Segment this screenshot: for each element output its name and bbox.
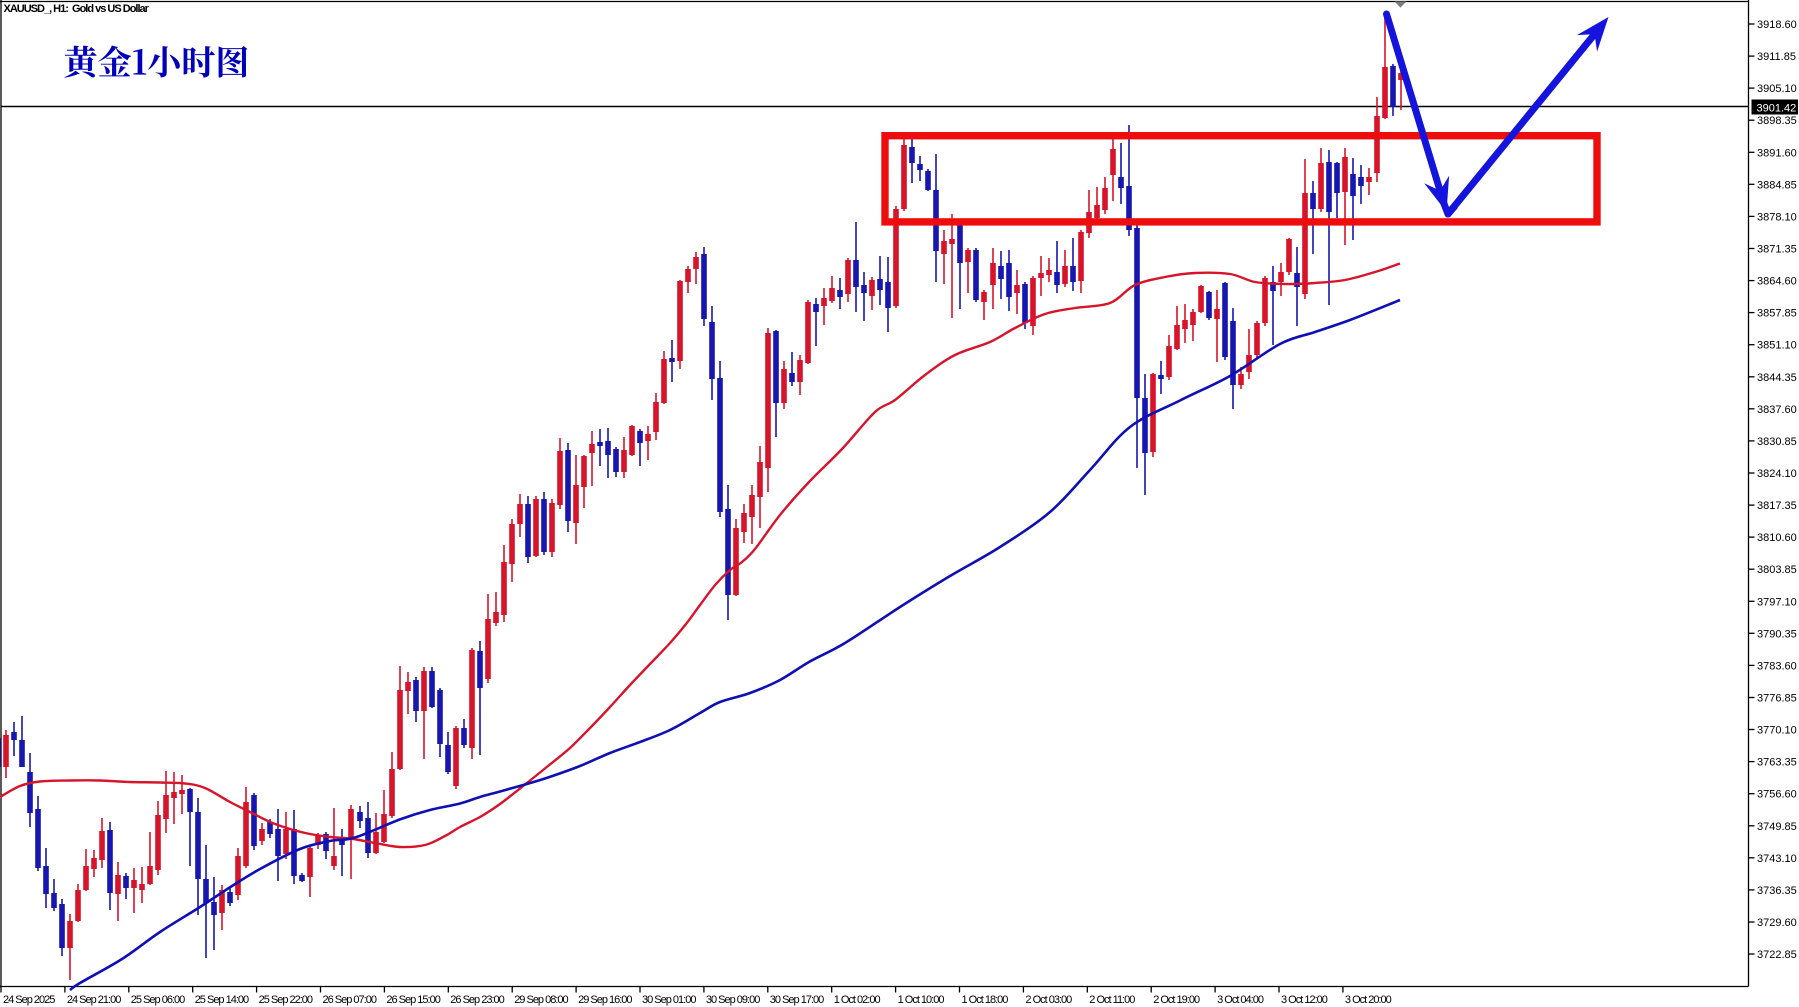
svg-text:1 Oct 18:00: 1 Oct 18:00 bbox=[962, 994, 1009, 1006]
svg-text:3729.60: 3729.60 bbox=[1757, 917, 1797, 929]
svg-text:3878.10: 3878.10 bbox=[1757, 211, 1797, 223]
svg-text:3749.85: 3749.85 bbox=[1757, 821, 1797, 833]
svg-text:3776.85: 3776.85 bbox=[1757, 693, 1797, 705]
svg-text:1 Oct 02:00: 1 Oct 02:00 bbox=[834, 994, 881, 1006]
svg-text:29 Sep 08:00: 29 Sep 08:00 bbox=[514, 994, 568, 1006]
svg-text:3898.35: 3898.35 bbox=[1757, 115, 1797, 127]
svg-text:25 Sep 14:00: 25 Sep 14:00 bbox=[195, 994, 249, 1006]
svg-text:3905.10: 3905.10 bbox=[1757, 83, 1797, 95]
svg-text:3 Oct 20:00: 3 Oct 20:00 bbox=[1345, 994, 1392, 1006]
svg-text:29 Sep 16:00: 29 Sep 16:00 bbox=[578, 994, 632, 1006]
svg-text:2 Oct 03:00: 2 Oct 03:00 bbox=[1025, 994, 1072, 1006]
svg-text:2 Oct 11:00: 2 Oct 11:00 bbox=[1089, 994, 1135, 1006]
svg-text:2 Oct 19:00: 2 Oct 19:00 bbox=[1153, 994, 1200, 1006]
svg-text:3783.60: 3783.60 bbox=[1757, 660, 1797, 672]
svg-text:3790.35: 3790.35 bbox=[1757, 628, 1797, 640]
svg-text:3736.35: 3736.35 bbox=[1757, 885, 1797, 897]
svg-text:25 Sep 22:00: 25 Sep 22:00 bbox=[259, 994, 313, 1006]
svg-text:24 Sep 2025: 24 Sep 2025 bbox=[3, 994, 55, 1006]
svg-text:3864.60: 3864.60 bbox=[1757, 276, 1797, 288]
svg-text:3891.60: 3891.60 bbox=[1757, 147, 1797, 159]
svg-text:26 Sep 15:00: 26 Sep 15:00 bbox=[386, 994, 440, 1006]
svg-text:3918.60: 3918.60 bbox=[1757, 19, 1797, 31]
svg-text:30 Sep 09:00: 30 Sep 09:00 bbox=[706, 994, 760, 1006]
svg-text:3844.35: 3844.35 bbox=[1757, 372, 1797, 384]
svg-text:3 Oct 04:00: 3 Oct 04:00 bbox=[1217, 994, 1264, 1006]
svg-text:3824.10: 3824.10 bbox=[1757, 468, 1797, 480]
svg-text:XAUUSD_, H1: Gold vs US Dolla: XAUUSD_, H1: Gold vs US Dollar bbox=[4, 3, 150, 15]
svg-text:25 Sep 06:00: 25 Sep 06:00 bbox=[131, 994, 185, 1006]
svg-text:3 Oct 12:00: 3 Oct 12:00 bbox=[1281, 994, 1328, 1006]
svg-text:3911.85: 3911.85 bbox=[1757, 51, 1796, 63]
svg-text:24 Sep 21:00: 24 Sep 21:00 bbox=[67, 994, 121, 1006]
svg-text:3763.35: 3763.35 bbox=[1757, 757, 1797, 769]
svg-text:30 Sep 17:00: 30 Sep 17:00 bbox=[770, 994, 824, 1006]
svg-text:3857.85: 3857.85 bbox=[1757, 308, 1797, 320]
svg-text:3756.60: 3756.60 bbox=[1757, 789, 1797, 801]
svg-text:3722.85: 3722.85 bbox=[1757, 949, 1797, 961]
svg-text:3743.10: 3743.10 bbox=[1757, 853, 1797, 865]
svg-text:3797.10: 3797.10 bbox=[1757, 596, 1797, 608]
svg-text:3871.35: 3871.35 bbox=[1757, 244, 1797, 256]
svg-text:3837.60: 3837.60 bbox=[1757, 404, 1797, 416]
svg-text:3830.85: 3830.85 bbox=[1757, 436, 1797, 448]
svg-text:3901.42: 3901.42 bbox=[1757, 103, 1797, 115]
svg-text:30 Sep 01:00: 30 Sep 01:00 bbox=[642, 994, 696, 1006]
svg-text:26 Sep 07:00: 26 Sep 07:00 bbox=[323, 994, 377, 1006]
svg-text:3851.10: 3851.10 bbox=[1757, 340, 1797, 352]
svg-text:3803.85: 3803.85 bbox=[1757, 564, 1797, 576]
svg-text:3884.85: 3884.85 bbox=[1757, 179, 1797, 191]
svg-text:3770.10: 3770.10 bbox=[1757, 725, 1797, 737]
svg-text:1 Oct 10:00: 1 Oct 10:00 bbox=[898, 994, 945, 1006]
svg-text:26 Sep 23:00: 26 Sep 23:00 bbox=[450, 994, 504, 1006]
svg-text:3817.35: 3817.35 bbox=[1757, 500, 1797, 512]
svg-text:3810.60: 3810.60 bbox=[1757, 532, 1797, 544]
